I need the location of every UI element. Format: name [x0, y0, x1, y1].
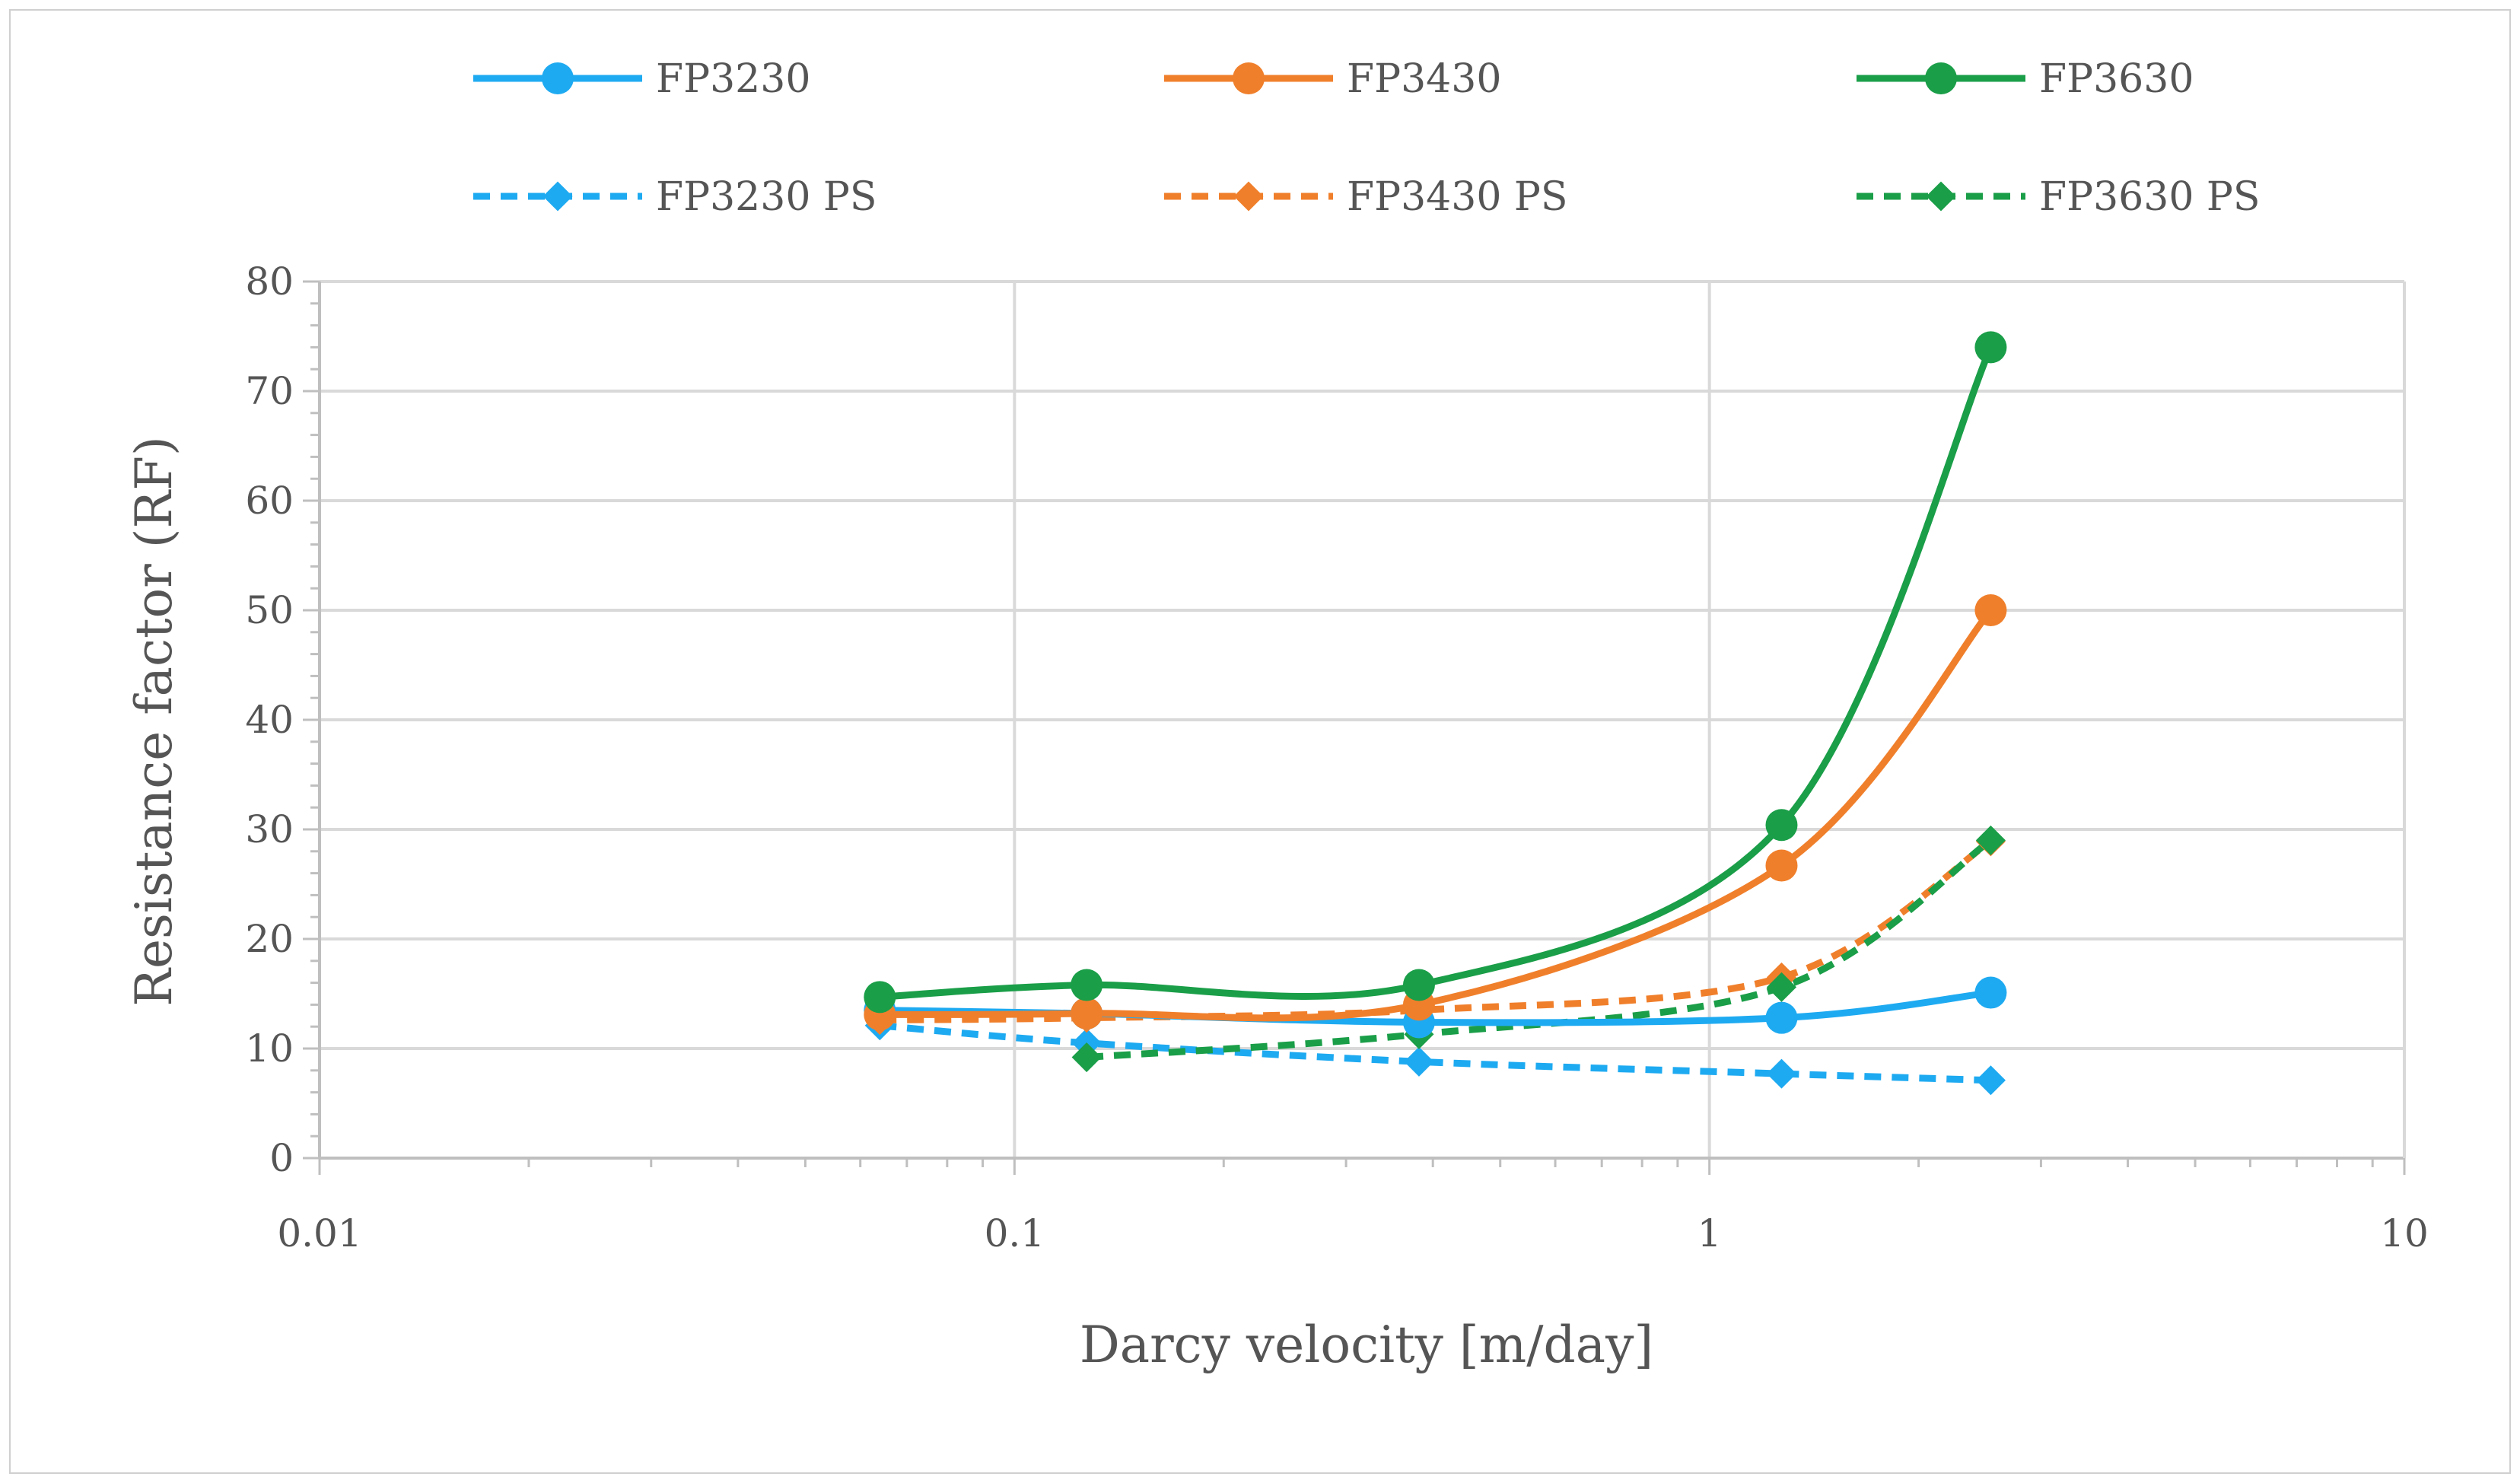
- x-tick-label: 1: [1698, 1211, 1722, 1255]
- x-tick-label: 0.1: [985, 1211, 1045, 1255]
- y-tick-label: 40: [245, 698, 294, 742]
- y-axis-title: Resistance factor (RF): [125, 436, 183, 1007]
- data-point-fp3430: [1071, 997, 1103, 1030]
- legend-item-fp3230-ps: FP3230 PS: [473, 174, 877, 220]
- data-point-fp3430: [1765, 849, 1798, 882]
- data-point-fp3630: [1765, 809, 1798, 842]
- chart-frame: [9, 9, 2511, 1474]
- legend-label: FP3430 PS: [1347, 174, 1568, 220]
- y-tick-label: 50: [245, 588, 294, 632]
- y-tick-label: 70: [245, 369, 294, 413]
- legend-swatch-marker: [1925, 62, 1957, 94]
- x-tick-label: 10: [2380, 1211, 2429, 1255]
- data-point-fp3630: [1974, 331, 2007, 364]
- legend-item-fp3630: FP3630: [1857, 56, 2194, 102]
- y-tick-label: 60: [245, 479, 294, 523]
- series-line-fp3230-ps: [879, 1022, 1991, 1084]
- legend-label: FP3630: [2039, 56, 2194, 102]
- x-axis-title: Darcy velocity [m/day]: [1080, 1316, 1653, 1374]
- series-line-fp3430-ps: [880, 839, 1993, 1024]
- legend-item-fp3230: FP3230: [473, 56, 810, 102]
- data-point-fp3630: [864, 981, 896, 1014]
- series-markers: [864, 331, 2007, 1096]
- data-point-fp3630: [1071, 969, 1103, 1001]
- data-point-fp3630-ps: [1071, 1042, 1102, 1073]
- data-point-fp3630-ps: [1975, 825, 2006, 855]
- data-point-fp3230-ps: [1975, 1065, 2006, 1096]
- y-tick-label: 20: [245, 917, 294, 961]
- x-tick-label: 0.01: [277, 1211, 361, 1255]
- legend-label: FP3430: [1347, 56, 1501, 102]
- axes: [303, 280, 2406, 1175]
- legend-item-fp3630-ps: FP3630 PS: [1857, 174, 2261, 220]
- legend: FP3230 FP3430 FP3630 FP3230 PS FP3430 PS FP36…: [473, 56, 2261, 220]
- data-point-fp3230: [1974, 976, 2007, 1009]
- series-lines: [879, 345, 1994, 1084]
- data-point-fp3630: [1402, 969, 1435, 1001]
- legend-item-fp3430: FP3430: [1164, 56, 1501, 102]
- series-line-fp3430: [880, 608, 1993, 1022]
- data-point-fp3430: [1974, 594, 2007, 626]
- grid-lines: [318, 280, 2406, 1158]
- y-tick-label: 80: [245, 259, 294, 304]
- legend-swatch-marker: [1233, 181, 1264, 212]
- data-point-fp3230: [1765, 1001, 1798, 1034]
- data-point-fp3230-ps: [1766, 1058, 1797, 1089]
- y-tick-label: 0: [269, 1136, 294, 1180]
- legend-swatch-marker: [542, 181, 573, 212]
- tick-labels: 0 10 20 30 40 50 60 70 80 0.01 0.1 1 10: [245, 259, 2428, 1255]
- y-tick-label: 10: [245, 1026, 294, 1071]
- series-line-fp3630: [880, 345, 1994, 1001]
- legend-label: FP3230 PS: [656, 174, 877, 220]
- legend-label: FP3630 PS: [2039, 174, 2261, 220]
- legend-label: FP3230: [656, 56, 810, 102]
- legend-item-fp3430-ps: FP3430 PS: [1164, 174, 1568, 220]
- data-point-fp3230-ps: [1404, 1046, 1434, 1077]
- data-point-fp3630-ps: [1766, 972, 1797, 1002]
- y-tick-label: 30: [245, 807, 294, 851]
- legend-swatch-marker: [1926, 181, 1956, 212]
- legend-swatch-marker: [542, 62, 574, 94]
- legend-swatch-marker: [1233, 62, 1265, 94]
